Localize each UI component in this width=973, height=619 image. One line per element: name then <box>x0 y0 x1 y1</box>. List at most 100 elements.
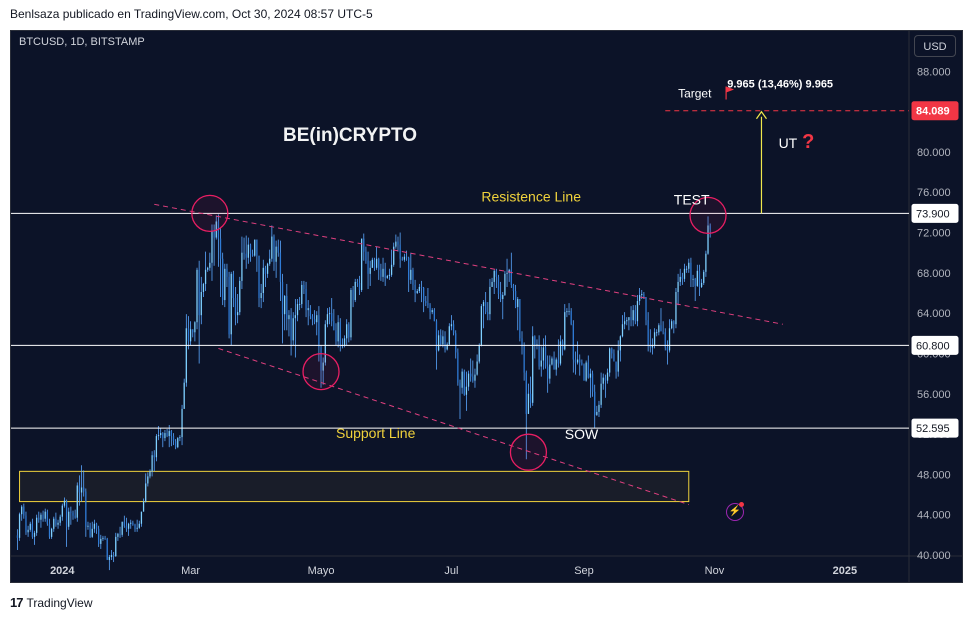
candle-body <box>463 371 465 395</box>
notification-dot <box>739 502 744 507</box>
y-tick-label: 44.000 <box>917 510 951 522</box>
candle-body <box>619 336 621 351</box>
candle-body <box>106 538 108 561</box>
candle-body <box>617 350 619 372</box>
price-chart[interactable]: BE(in)CRYPTO Resistence Line Support Line T… <box>11 31 963 583</box>
candle-body <box>521 338 523 347</box>
candle-body <box>690 262 692 279</box>
candle-body <box>200 291 202 316</box>
symbol-label: BTCUSD, 1D, BITSTAMP <box>19 36 145 48</box>
candle-body <box>594 391 596 415</box>
candle-body <box>296 304 299 316</box>
candle-body <box>189 329 192 342</box>
candle-body <box>540 360 542 367</box>
watermark-logo: BE(in)CRYPTO <box>283 125 417 146</box>
candle-body <box>623 321 626 325</box>
candle-body <box>579 359 581 363</box>
candle-body <box>42 514 44 519</box>
candle-body <box>457 352 459 383</box>
candle-body <box>104 537 106 539</box>
candle-body <box>271 236 273 259</box>
candle-body <box>46 511 48 524</box>
x-tick-label: Jul <box>444 565 458 577</box>
currency-button[interactable]: USD <box>914 35 956 57</box>
candle-body <box>78 485 81 493</box>
candle-body <box>570 311 572 325</box>
footer-brand[interactable]: 17 TradingView <box>10 595 93 610</box>
candle-body <box>243 252 245 254</box>
chart-annotation: Support Line <box>336 425 416 441</box>
candle-body <box>581 362 583 365</box>
candle-body <box>127 523 130 529</box>
candle-body <box>110 554 113 558</box>
candle-body <box>446 344 448 350</box>
candle-body <box>174 441 177 448</box>
candle-body <box>450 324 453 327</box>
candle-body <box>519 299 521 339</box>
chart-annotation: 9.965 (13,46%) 9.965 <box>727 78 833 90</box>
candle-body <box>192 329 194 333</box>
candle-body <box>478 345 480 362</box>
candle-body <box>544 347 547 367</box>
channel-trendline <box>218 347 689 506</box>
candle-body <box>213 231 215 238</box>
candle-body <box>435 321 438 351</box>
candle-body <box>249 244 252 254</box>
candle-body <box>568 311 570 312</box>
candle-body <box>551 358 553 365</box>
candle-body <box>202 283 205 292</box>
candle-body <box>303 284 305 289</box>
candle-body <box>487 312 489 315</box>
candle-body <box>630 317 632 321</box>
candle-body <box>226 268 228 277</box>
candle-body <box>645 297 647 321</box>
candle-body <box>442 336 444 345</box>
candle-body <box>93 523 96 529</box>
lightning-icon[interactable]: ⚡ <box>726 503 744 521</box>
candle-body <box>157 435 160 437</box>
candle-body <box>61 505 63 517</box>
candle-body <box>108 557 110 561</box>
candle-body <box>147 476 149 484</box>
candle-body <box>288 315 290 320</box>
chart-panel[interactable]: BE(in)CRYPTO Resistence Line Support Line T… <box>10 30 963 583</box>
candle-body <box>228 276 230 335</box>
candle-body <box>604 377 607 381</box>
candle-body <box>281 281 284 315</box>
candle-body <box>65 500 68 527</box>
candle-body <box>16 535 19 538</box>
candle-body <box>621 324 624 337</box>
candle-body <box>166 433 168 437</box>
candle-body <box>299 304 301 305</box>
candle-body <box>87 525 89 527</box>
candle-body <box>162 433 164 439</box>
brand-label: TradingView <box>26 595 93 610</box>
candle-body <box>653 332 656 346</box>
candle-body <box>683 268 686 279</box>
y-tick-label: 56.000 <box>917 389 951 401</box>
candle-body <box>350 289 352 338</box>
candle-body <box>337 322 339 342</box>
candle-body <box>217 221 220 239</box>
candle-body <box>102 537 104 539</box>
candle-body <box>98 528 100 544</box>
candle-body <box>606 372 609 381</box>
candle-body <box>307 308 309 311</box>
candle-body <box>474 374 476 381</box>
candle-body <box>675 291 677 325</box>
candle-body <box>196 269 198 323</box>
candle-body <box>363 238 365 252</box>
candle-body <box>467 373 470 387</box>
candle-body <box>160 433 162 436</box>
candle-body <box>215 221 217 238</box>
candle-body <box>294 315 297 319</box>
candle-body <box>596 411 598 415</box>
candle-body <box>534 336 536 346</box>
highlight-circle <box>689 196 727 235</box>
price-level-label: 52.595 <box>916 423 950 435</box>
candle-body <box>557 359 559 364</box>
candle-body <box>378 258 380 270</box>
candle-body <box>591 373 594 392</box>
candle-body <box>626 320 628 322</box>
candle-body <box>628 317 630 321</box>
